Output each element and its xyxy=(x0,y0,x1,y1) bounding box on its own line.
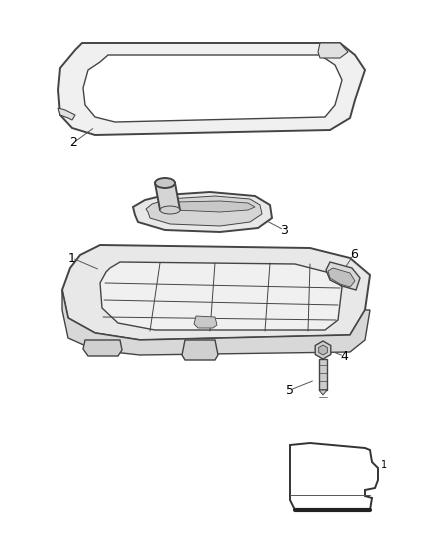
Text: 5: 5 xyxy=(286,384,294,397)
Polygon shape xyxy=(100,262,342,330)
Polygon shape xyxy=(319,390,327,395)
Polygon shape xyxy=(290,443,378,510)
Polygon shape xyxy=(146,196,262,226)
Polygon shape xyxy=(328,268,355,287)
Polygon shape xyxy=(182,340,218,360)
Polygon shape xyxy=(170,201,255,212)
Text: 6: 6 xyxy=(350,247,358,261)
Polygon shape xyxy=(83,55,342,122)
Polygon shape xyxy=(155,183,180,210)
Polygon shape xyxy=(319,345,327,355)
Text: 3: 3 xyxy=(280,223,288,237)
Text: 1: 1 xyxy=(68,252,76,264)
Polygon shape xyxy=(58,43,365,135)
Polygon shape xyxy=(318,43,348,58)
Polygon shape xyxy=(319,359,327,390)
Polygon shape xyxy=(83,340,122,356)
Text: 2: 2 xyxy=(69,136,77,149)
Polygon shape xyxy=(62,290,370,355)
Ellipse shape xyxy=(160,206,180,214)
Ellipse shape xyxy=(155,178,175,188)
Polygon shape xyxy=(58,108,75,120)
Polygon shape xyxy=(315,341,331,359)
Text: 1: 1 xyxy=(381,460,387,470)
Polygon shape xyxy=(326,262,360,290)
Text: 4: 4 xyxy=(340,350,348,362)
Polygon shape xyxy=(194,316,217,328)
Polygon shape xyxy=(62,245,370,340)
Polygon shape xyxy=(133,192,272,232)
